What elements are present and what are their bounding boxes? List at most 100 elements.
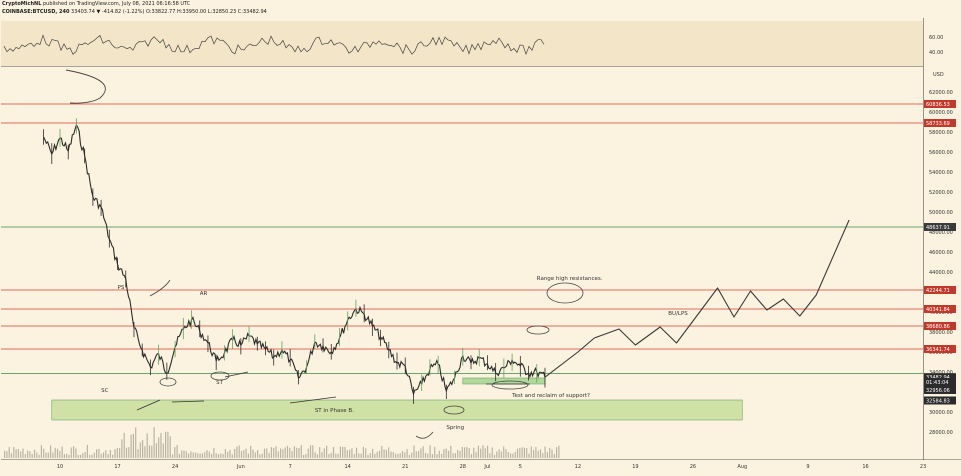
annotations: PS AR SC ST ST in Phase B. Spring Range high r… (101, 276, 688, 431)
price-tags: 60836.53 58733.69 48637.91 42244.71 40341.84… (924, 100, 956, 405)
publisher-name[interactable]: CryptoMichNL (2, 1, 42, 7)
volume-bar (372, 448, 374, 458)
volume-bar (123, 432, 125, 458)
volume-bar (422, 446, 424, 458)
volume-bar (261, 453, 263, 458)
volume-bar (383, 449, 385, 458)
current-price-tag: 32956.06 (926, 388, 950, 394)
x-tick-label: 19 (632, 464, 638, 470)
volume-bar (93, 452, 95, 458)
price-line-tag-bg (924, 322, 956, 330)
price-line-tag: 36341.74 (926, 347, 950, 353)
volume-bar (454, 453, 456, 458)
price-line-tag-bg (924, 223, 956, 231)
price-line-tag: 40341.84 (926, 307, 950, 313)
volume-bar (434, 446, 436, 458)
y-tick-label: 44000.00 (929, 270, 953, 276)
projection (544, 219, 850, 378)
volume-bar (194, 452, 197, 458)
volume-bar (43, 448, 45, 458)
volume-bar (109, 450, 111, 458)
volume-bar (464, 447, 466, 458)
oscillator-pane (1, 21, 923, 66)
oscillator-tick-40: 40.00 (929, 50, 943, 56)
volume-bar (263, 448, 266, 458)
volume-bar (305, 454, 307, 458)
oscillator-tick-60: 60.00 (929, 35, 943, 41)
volume-bar (82, 453, 84, 458)
volume-bar (204, 452, 206, 458)
y-tick-label: 56000.00 (929, 150, 953, 156)
zones (51, 377, 743, 421)
volume-bar (312, 445, 314, 458)
arrow-mark (136, 399, 161, 411)
volume-bar (349, 449, 351, 458)
volume-bar (284, 447, 286, 458)
volume-bar (519, 447, 521, 458)
x-tick-label: 5 (519, 464, 522, 470)
volume-bar (10, 453, 13, 458)
annotation-label: ST in Phase B. (315, 408, 354, 414)
volume-bar (406, 449, 408, 458)
volume-bar (121, 439, 123, 458)
annotation-label: BU/LPS (668, 311, 688, 317)
volume-bar (360, 453, 362, 458)
x-tick-label: Jul (483, 464, 490, 470)
volume-bar (137, 449, 139, 458)
volume-bar (342, 446, 344, 458)
price-lines (1, 103, 923, 374)
volume-bar (381, 445, 383, 458)
volume-bar (445, 448, 447, 458)
volume-bar (321, 452, 323, 458)
symbol-label[interactable]: COINBASE:BTCUSD, 240 (2, 9, 70, 15)
volume-bar (493, 454, 496, 458)
price-line-tag-bg (924, 305, 956, 313)
volume-bar (280, 448, 282, 458)
volume-bar (132, 433, 134, 458)
volume-bar (399, 453, 401, 458)
volume-bar (245, 448, 247, 458)
volume-bar (351, 448, 353, 458)
volume-bar (61, 446, 63, 458)
current-price-tag-bg (924, 396, 956, 405)
volume-bar (404, 452, 406, 458)
hand-drawn-marks (65, 69, 584, 439)
volume-bar (188, 453, 190, 458)
volume-bar (59, 451, 61, 458)
y-tick-label: 30000.00 (929, 410, 953, 416)
currency-label: USD (933, 72, 944, 78)
volume-bar (33, 449, 36, 458)
volume-bar (114, 449, 116, 458)
volume-bar (116, 447, 118, 458)
volume-bar (174, 447, 176, 458)
y-tick-label: 46000.00 (929, 250, 953, 256)
volume-bar (277, 451, 279, 458)
volume-bar (66, 453, 68, 458)
volume-bar (510, 453, 512, 458)
circle-mark (443, 405, 465, 415)
volume-bar (420, 448, 422, 458)
volume-bar (56, 448, 59, 458)
volume-bar (535, 447, 537, 458)
volume-bar (385, 449, 387, 458)
volume-bar (443, 449, 445, 458)
volume-bar (213, 448, 215, 458)
current-price-tag-bg (924, 373, 956, 382)
volume-bar (217, 454, 220, 458)
volume-bar (151, 445, 153, 458)
volume-bar (107, 454, 109, 458)
volume-bar (427, 453, 429, 458)
volume-bar (208, 451, 210, 458)
arrow-mark (289, 396, 337, 404)
volume-bar (13, 447, 15, 458)
volume-bar (395, 453, 397, 458)
volume-bar (397, 453, 399, 458)
volume-bar (181, 450, 183, 458)
annotation-label: SC (101, 388, 108, 394)
time-axis: 10 17 24 Jun 7 14 21 28 Jul 5 12 19 26 Aug 9 16 23 (57, 464, 926, 470)
volume-bar (199, 453, 201, 458)
volume-bar (40, 445, 42, 458)
x-tick-label: 16 (862, 464, 868, 470)
current-price-tag-bg (924, 386, 956, 394)
